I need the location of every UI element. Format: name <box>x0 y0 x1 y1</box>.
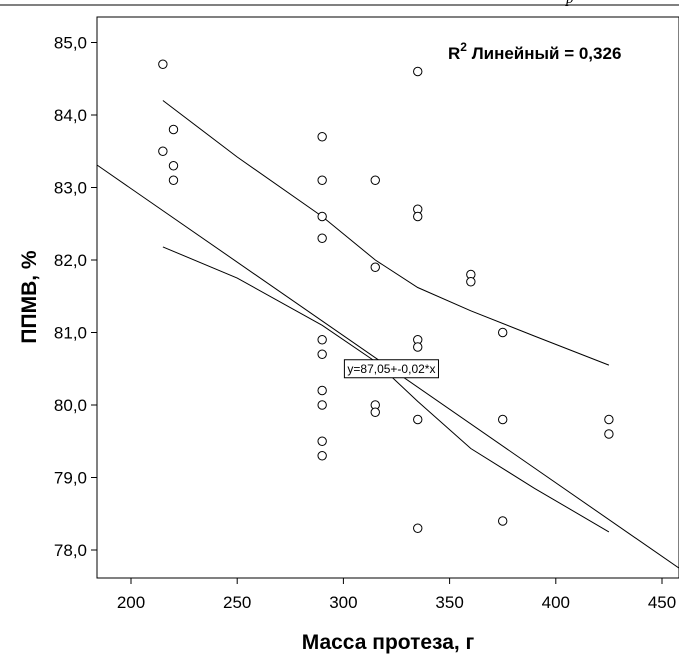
data-point <box>317 451 327 461</box>
data-point <box>317 436 327 446</box>
data-point <box>317 233 327 243</box>
x-axis-ticks: 200 250 300 350 400 450 <box>117 578 676 612</box>
plot-area <box>96 16 679 579</box>
data-point <box>370 262 380 272</box>
data-point <box>413 414 423 425</box>
ci-lower-curve <box>162 246 610 533</box>
data-point <box>317 211 327 222</box>
data-point <box>413 66 423 77</box>
y-tick-label: 85,0 <box>54 34 87 53</box>
ci-upper-curve <box>162 100 610 366</box>
y-tick-label: 82,0 <box>54 251 87 270</box>
equation-box <box>343 359 439 379</box>
data-point <box>317 335 327 345</box>
data-point <box>604 429 614 439</box>
data-point <box>168 175 179 185</box>
equation-text: y=87,05+-0,02*x <box>347 362 435 376</box>
data-point <box>158 146 168 156</box>
data-point <box>370 175 380 185</box>
x-tick-label: 300 <box>329 593 357 612</box>
data-point <box>413 523 423 533</box>
data-point <box>466 277 476 287</box>
y-tick-label: 79,0 <box>54 469 87 488</box>
r-squared-label: R2 Линейный = 0,326 <box>448 40 621 63</box>
data-point <box>317 385 327 396</box>
x-tick-label: 350 <box>435 593 463 612</box>
y-tick-label: 83,0 <box>54 179 87 198</box>
data-point <box>413 342 423 352</box>
data-point <box>168 124 179 135</box>
r-squared-symbol: R <box>448 44 460 63</box>
page-header-mark: р <box>565 0 574 7</box>
y-axis-title: ППМВ, % <box>18 250 41 344</box>
equation-label: y=87,05+-0,02*x <box>343 359 439 379</box>
data-point <box>317 175 327 185</box>
confidence-band <box>162 100 610 533</box>
plot-border <box>96 16 679 579</box>
y-axis-ticks: 78,0 79,0 80,0 81,0 82,0 83,0 84,0 85,0 <box>54 34 97 560</box>
data-point <box>168 161 179 171</box>
x-tick-label: 250 <box>223 593 251 612</box>
y-tick-label: 80,0 <box>54 396 87 415</box>
data-point <box>158 59 168 69</box>
y-tick-label: 78,0 <box>54 541 87 560</box>
data-point <box>498 414 508 425</box>
data-point <box>317 132 327 142</box>
data-point <box>604 414 614 425</box>
x-axis-title: Масса протеза, г <box>302 631 475 654</box>
data-point <box>413 211 423 222</box>
y-tick-label: 81,0 <box>54 324 87 343</box>
x-tick-label: 450 <box>648 593 676 612</box>
data-point <box>370 407 380 417</box>
r-squared-superscript: 2 <box>460 40 467 54</box>
data-point <box>498 327 508 338</box>
r-squared-value: Линейный = 0,326 <box>467 44 621 63</box>
x-tick-label: 400 <box>542 593 570 612</box>
x-tick-label: 200 <box>117 593 145 612</box>
data-point <box>317 400 327 410</box>
y-tick-label: 84,0 <box>54 106 87 125</box>
data-point <box>317 349 327 359</box>
data-point <box>498 516 508 526</box>
data-points <box>158 59 614 533</box>
